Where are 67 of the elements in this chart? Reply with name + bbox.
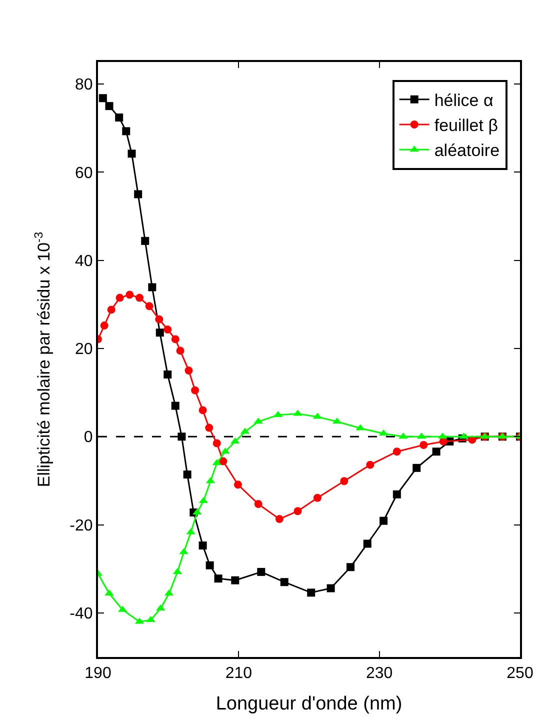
point: [206, 561, 214, 570]
point: [432, 448, 440, 456]
y-tick-label: 20: [75, 341, 93, 358]
point: [205, 424, 214, 432]
y-tick-label: -40: [70, 606, 93, 623]
point: [116, 294, 124, 302]
point: [326, 584, 335, 592]
point: [176, 346, 184, 355]
point: [198, 406, 207, 414]
point: [307, 588, 316, 597]
point: [366, 460, 374, 469]
point: [214, 574, 222, 583]
point: [280, 578, 288, 586]
point: [145, 302, 154, 310]
point: [164, 326, 172, 334]
x-axis-title: Longueur d'onde (nm): [216, 694, 402, 714]
point: [155, 315, 164, 324]
point: [412, 464, 421, 472]
y-tick-label: 60: [75, 164, 93, 182]
point: [254, 500, 262, 508]
point: [141, 236, 150, 245]
point: [191, 386, 200, 394]
point: [183, 470, 192, 479]
point: [363, 540, 372, 548]
y-tick-label: 80: [75, 76, 93, 94]
legend-label: hélice α: [434, 91, 494, 110]
point: [294, 507, 302, 516]
point: [171, 335, 180, 344]
point: [136, 294, 144, 302]
point: [257, 568, 266, 576]
x-tick-label: 190: [84, 665, 112, 682]
point: [178, 432, 186, 441]
point: [134, 190, 142, 198]
point: [107, 306, 116, 314]
point: [184, 366, 193, 375]
point: [231, 576, 240, 584]
point: [164, 370, 172, 378]
x-tick-label: 250: [506, 665, 534, 682]
point: [392, 448, 401, 456]
point: [212, 439, 221, 448]
point: [380, 516, 388, 525]
point: [171, 402, 180, 410]
point: [115, 114, 124, 122]
point: [126, 290, 134, 299]
y-tick-label: 0: [84, 429, 93, 446]
point: [346, 563, 354, 572]
legend-label: aléatoire: [434, 141, 500, 160]
point: [105, 102, 114, 110]
point: [234, 480, 242, 489]
point: [313, 494, 322, 502]
y-tick-label: -20: [70, 517, 93, 534]
point: [340, 477, 348, 486]
point: [219, 457, 228, 466]
x-tick-label: 210: [225, 665, 252, 682]
point: [198, 541, 207, 550]
point: [128, 150, 136, 158]
point: [98, 94, 107, 102]
x-tick-label: 230: [366, 665, 393, 682]
point: [420, 441, 428, 449]
point: [100, 322, 108, 330]
y-tick-label: 40: [75, 252, 93, 270]
point: [148, 283, 156, 292]
point: [275, 515, 284, 524]
point: [392, 490, 401, 498]
point: [122, 127, 130, 136]
point: [156, 328, 164, 337]
legend-label: feuillet β: [434, 116, 498, 136]
